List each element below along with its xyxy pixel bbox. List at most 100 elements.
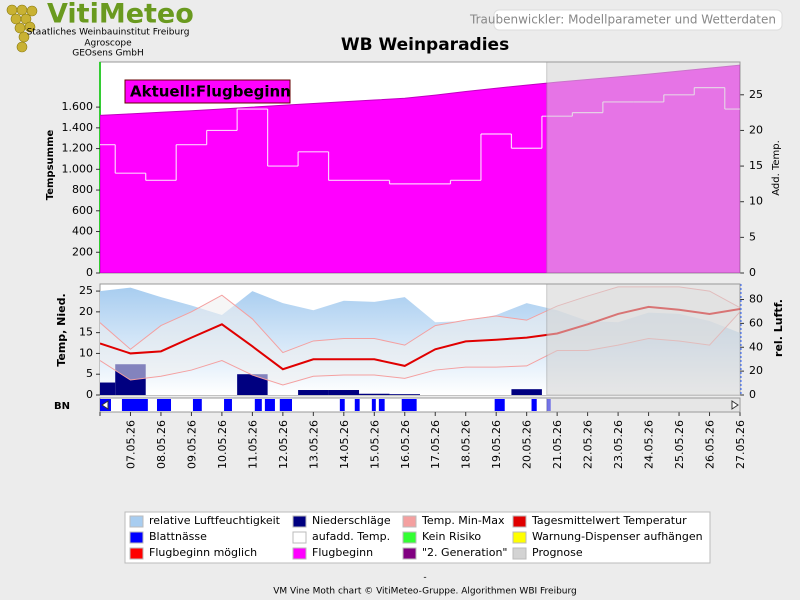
y2-tick-label: 5 bbox=[749, 230, 756, 243]
legend-swatch bbox=[512, 547, 527, 560]
footer: VM Vine Moth chart © VitiMeteo-Gruppe. A… bbox=[273, 587, 577, 597]
leaf-wetness bbox=[254, 399, 262, 411]
y2-tick-label: 80 bbox=[749, 293, 763, 306]
institution: Staatliches Weinbauinstitut Freiburg bbox=[27, 28, 190, 38]
legend-swatch bbox=[292, 531, 307, 544]
scroll-arrow bbox=[101, 400, 739, 410]
x-tick-label: 20.05.26 bbox=[521, 420, 534, 469]
precip-bar bbox=[237, 374, 268, 395]
x-tick-label: 24.05.26 bbox=[643, 420, 656, 469]
logo-icon bbox=[6, 4, 38, 53]
y2-axis-label: rel. Luftf. bbox=[772, 299, 785, 357]
page-title: Traubenwickler: Modellparameter und Wett… bbox=[469, 13, 776, 27]
legend-swatch bbox=[129, 515, 144, 528]
y-tick-label: 400 bbox=[72, 225, 93, 238]
y-tick-label: 600 bbox=[72, 204, 93, 217]
legend-label: Flugbeginn bbox=[312, 546, 373, 559]
marks: 02004006008001.0001.2001.4001.6000510152… bbox=[62, 61, 763, 560]
y2-tick-label: 60 bbox=[749, 316, 763, 329]
legend-swatch bbox=[512, 515, 527, 528]
legend-label: "2. Generation" bbox=[422, 546, 507, 559]
legend-label: Niederschläge bbox=[312, 514, 391, 527]
precip-bar bbox=[359, 393, 390, 395]
legend-label: Temp. Min-Max bbox=[421, 514, 505, 527]
x-tick-label: 17.05.26 bbox=[429, 420, 442, 469]
precip-bar bbox=[100, 382, 116, 395]
y-tick-label: 1.400 bbox=[62, 121, 94, 134]
x-tick-label: 15.05.26 bbox=[368, 420, 381, 469]
y-tick-label: 25 bbox=[79, 284, 93, 297]
x-tick-label: 22.05.26 bbox=[582, 420, 595, 469]
y2-tick-label: 20 bbox=[749, 123, 763, 136]
x-tick-label: 26.05.26 bbox=[704, 420, 717, 469]
x-tick-label: 08.05.26 bbox=[155, 420, 168, 469]
y-tick-label: 1.000 bbox=[62, 162, 94, 175]
forecast-overlay bbox=[546, 283, 741, 396]
y-axis-label: Temp, Nied. bbox=[55, 293, 68, 366]
x-tick-label: 27.05.26 bbox=[734, 420, 747, 469]
y2-tick-label: 0 bbox=[749, 266, 756, 279]
y-tick-label: 20 bbox=[79, 305, 93, 318]
leaf-wetness bbox=[401, 399, 417, 411]
legend-label: Prognose bbox=[532, 546, 583, 559]
x-tick-label: 18.05.26 bbox=[460, 420, 473, 469]
leaf-wetness bbox=[371, 399, 376, 411]
y-tick-label: 200 bbox=[72, 245, 93, 258]
institution: GEOsens GmbH bbox=[72, 49, 143, 59]
leaf-wetness bbox=[264, 399, 275, 411]
bn-label: BN bbox=[54, 401, 70, 412]
leaf-wetness bbox=[279, 399, 292, 411]
y2-tick-label: 25 bbox=[749, 88, 763, 101]
x-tick-label: 25.05.26 bbox=[673, 420, 686, 469]
leaf-wetness bbox=[156, 399, 172, 411]
y-tick-label: 800 bbox=[72, 183, 93, 196]
leaf-wetness bbox=[192, 399, 202, 411]
x-tick-label: 14.05.26 bbox=[338, 420, 351, 469]
legend-label: relative Luftfeuchtigkeit bbox=[149, 514, 281, 527]
legend-label: Warnung-Dispenser aufhängen bbox=[532, 530, 703, 543]
precip-bar bbox=[389, 394, 420, 395]
y-tick-label: 0 bbox=[86, 266, 93, 279]
forecast-overlay bbox=[546, 61, 741, 274]
footer-dash: - bbox=[423, 573, 426, 583]
precip-bar bbox=[298, 390, 329, 395]
leaf-wetness bbox=[378, 399, 385, 411]
y-tick-label: 10 bbox=[79, 346, 93, 359]
leaf-wetness bbox=[339, 399, 345, 411]
y2-tick-label: 20 bbox=[749, 364, 763, 377]
leaf-wetness bbox=[531, 399, 537, 411]
x-tick-label: 23.05.26 bbox=[612, 420, 625, 469]
leaf-wetness bbox=[354, 399, 360, 411]
y-tick-label: 1.600 bbox=[62, 100, 94, 113]
legend-swatch bbox=[292, 547, 307, 560]
legend bbox=[124, 511, 711, 564]
y-tick-label: 0 bbox=[86, 388, 93, 401]
annotation-box bbox=[124, 79, 291, 104]
x-tick-label: 13.05.26 bbox=[307, 420, 320, 469]
legend-swatch bbox=[402, 547, 417, 560]
x-tick-label: 16.05.26 bbox=[399, 420, 412, 469]
y-tick-label: 5 bbox=[86, 367, 93, 380]
precip-bar bbox=[511, 389, 542, 395]
y2-tick-label: 10 bbox=[749, 195, 763, 208]
x-tick-label: 09.05.26 bbox=[185, 420, 198, 469]
y2-tick-label: 0 bbox=[749, 388, 756, 401]
legend-swatch bbox=[129, 547, 144, 560]
y2-tick-label: 40 bbox=[749, 340, 763, 353]
x-tick-label: 21.05.26 bbox=[551, 420, 564, 469]
logo: VitiMeteo bbox=[47, 0, 194, 30]
leaf-wetness bbox=[494, 399, 505, 411]
x-tick-label: 11.05.26 bbox=[246, 420, 259, 469]
x-tick-label: 19.05.26 bbox=[490, 420, 503, 469]
y-tick-label: 1.200 bbox=[62, 142, 94, 155]
page-title-box bbox=[493, 9, 783, 31]
y2-axis-label: Add. Temp. bbox=[771, 140, 782, 196]
forecast-overlay bbox=[546, 397, 741, 413]
leaf-wetness bbox=[121, 399, 148, 411]
legend-swatch bbox=[292, 515, 307, 528]
precip-bar bbox=[328, 390, 360, 395]
legend-swatch bbox=[402, 515, 417, 528]
legend-label: Tagesmittelwert Temperatur bbox=[531, 514, 687, 527]
x-tick-label: 12.05.26 bbox=[277, 420, 290, 469]
